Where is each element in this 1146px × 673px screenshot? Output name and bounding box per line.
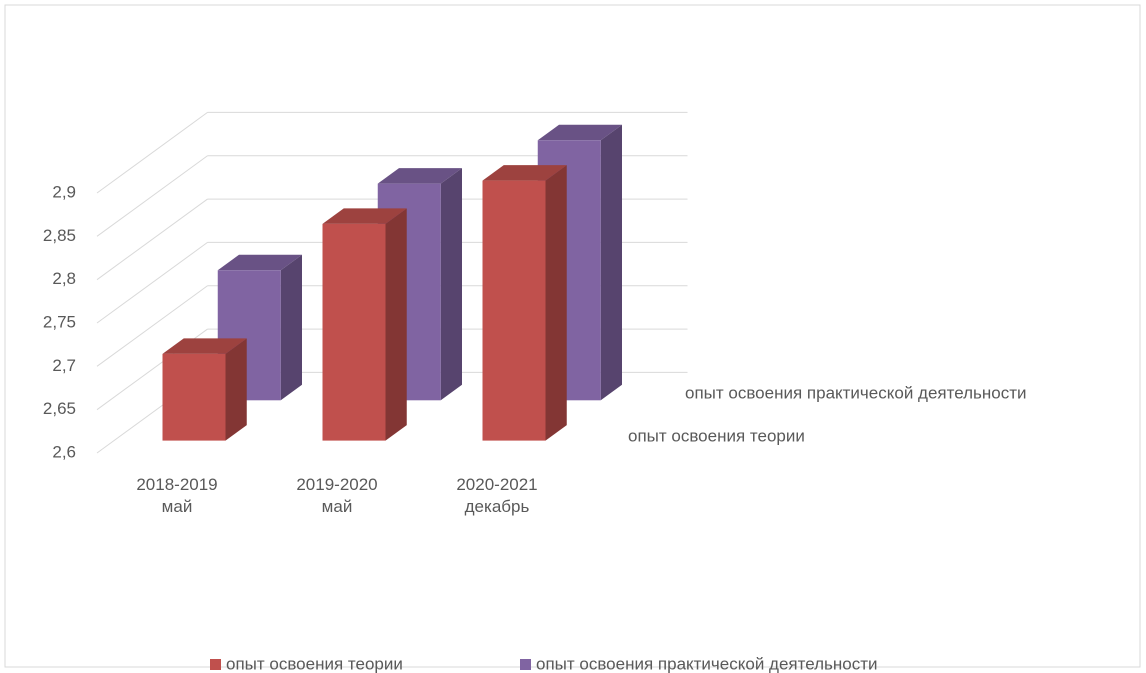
bar-top xyxy=(322,208,407,224)
bar-side xyxy=(600,124,622,401)
legend-swatch xyxy=(520,659,531,670)
bar-top xyxy=(217,254,302,271)
bar-side xyxy=(440,168,462,401)
grid-line xyxy=(96,155,208,237)
y-tick-label: 2,9 xyxy=(52,182,76,201)
bar xyxy=(162,353,226,441)
grid-line xyxy=(96,111,208,194)
y-tick-label: 2,6 xyxy=(52,442,76,461)
legend-label: опыт освоения теории xyxy=(226,654,403,673)
bar xyxy=(322,223,386,441)
y-tick-label: 2,85 xyxy=(43,226,76,245)
chart-border xyxy=(4,4,1141,668)
bar-side xyxy=(225,338,247,441)
grid-line xyxy=(96,241,208,324)
bar-top xyxy=(377,168,462,184)
bar-side xyxy=(545,165,567,441)
grid-line xyxy=(96,198,208,281)
bar-side xyxy=(280,254,302,401)
y-tick-label: 2,75 xyxy=(43,312,76,331)
y-tick-label: 2,8 xyxy=(52,269,76,288)
grid-line xyxy=(96,285,208,367)
x-tick-label: 2019-2020 май xyxy=(296,475,378,516)
bar-top xyxy=(162,338,247,354)
y-tick-label: 2,65 xyxy=(43,399,76,418)
x-tick-label: 2020-2021 декабрь xyxy=(456,475,538,516)
x-tick-label: 2018-2019 май xyxy=(136,475,218,516)
bar-top xyxy=(482,165,567,181)
bar-top xyxy=(537,124,622,141)
depth-axis-label: опыт освоения практической деятельности xyxy=(685,383,1027,402)
y-tick-label: 2,7 xyxy=(52,356,76,375)
depth-axis-label: опыт освоения теории xyxy=(628,426,805,445)
legend-swatch xyxy=(210,659,221,670)
legend-label: опыт освоения практической деятельности xyxy=(536,654,878,673)
bar-side xyxy=(385,208,407,441)
bar xyxy=(482,180,546,441)
